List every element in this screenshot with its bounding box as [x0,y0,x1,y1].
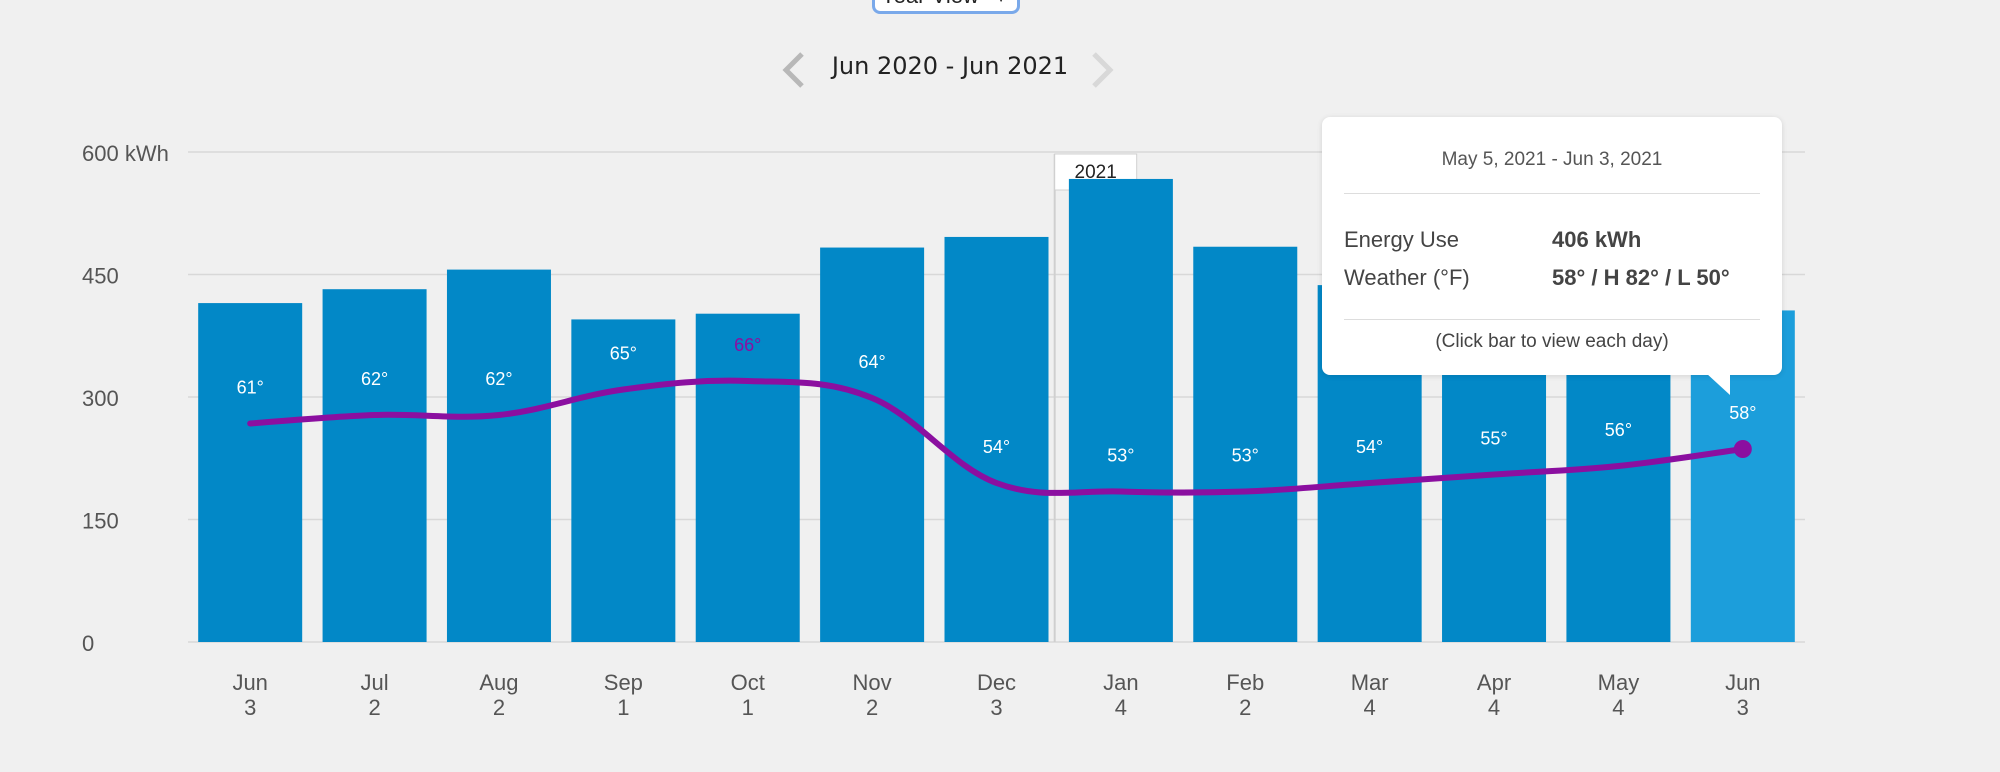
chevron-down-icon: ▼ [995,0,1007,5]
view-select-label: Year View [881,0,979,9]
x-tick-month: May [1598,670,1640,695]
date-range-label: Jun 2020 - Jun 2021 [831,52,1069,80]
x-tick-month: Jul [361,670,389,695]
temperature-label: 64° [858,352,885,372]
x-tick-day: 2 [1239,695,1251,720]
chevron-left-icon[interactable] [778,50,808,95]
bar[interactable] [446,269,551,642]
x-tick-month: Jun [232,670,267,695]
x-tick-day: 2 [866,695,878,720]
bar[interactable] [1068,178,1173,642]
x-tick-month: Sep [604,670,643,695]
x-tick-day: 2 [493,695,505,720]
bar-tooltip: May 5, 2021 - Jun 3, 2021 Energy Use 406… [1322,117,1782,395]
x-tick-day: 4 [1364,695,1376,720]
weather-value: 58° / H 82° / L 50° [1552,265,1730,290]
chevron-right-icon[interactable] [1088,50,1118,95]
y-tick-label: 150 [82,509,119,534]
x-tick-day: 4 [1612,695,1624,720]
x-tick-day: 3 [1737,695,1749,720]
x-tick-day: 3 [990,695,1002,720]
x-tick-month: Dec [977,670,1016,695]
x-tick-month: Apr [1477,670,1511,695]
x-tick-day: 4 [1488,695,1500,720]
x-tick-month: Feb [1226,670,1264,695]
y-tick-label: 450 [82,264,119,289]
bar[interactable] [571,319,676,642]
x-tick-day: 3 [244,695,256,720]
temperature-label: 61° [237,378,264,398]
tooltip-tail [1706,373,1730,395]
bar[interactable] [198,303,303,642]
x-tick-day: 1 [742,695,754,720]
y-tick-label: 300 [82,386,119,411]
x-tick-month: Aug [479,670,518,695]
temperature-line [247,377,1746,496]
temperature-label: 55° [1480,429,1507,449]
energy-use-label: Energy Use [1344,227,1459,252]
bar[interactable] [820,247,925,643]
x-tick-day: 4 [1115,695,1127,720]
temperature-label: 58° [1729,403,1756,423]
temperature-label: 53° [1232,446,1259,466]
bar[interactable] [944,236,1049,642]
temperature-label: 56° [1605,420,1632,440]
tooltip-divider [1344,193,1760,194]
x-tick-month: Mar [1351,670,1389,695]
x-tick-month: Jan [1103,670,1138,695]
x-tick-day: 2 [368,695,380,720]
x-tick-month: Jun [1725,670,1760,695]
temperature-label: 53° [1107,446,1134,466]
year-marker-label: 2021 [1075,162,1117,183]
bar[interactable] [695,313,800,642]
date-range-nav: Jun 2020 - Jun 2021 [0,48,2000,92]
y-tick-label: 0 [82,631,94,656]
temperature-label: 54° [983,437,1010,457]
energy-use-value: 406 kWh [1552,227,1642,252]
tooltip-footer: (Click bar to view each day) [1435,331,1669,352]
tooltip-divider [1344,319,1760,320]
y-tick-label: 600 kWh [82,141,169,166]
weather-label: Weather (°F) [1344,265,1470,290]
temperature-label: 66° [734,335,761,355]
x-tick-month: Oct [731,670,765,695]
x-tick-day: 1 [617,695,629,720]
temperature-label: 54° [1356,437,1383,457]
temperature-label: 62° [361,369,388,389]
temperature-point [1733,440,1752,458]
view-select[interactable]: Year View ▼ [872,0,1020,14]
bar[interactable] [322,289,427,642]
temperature-label: 65° [610,344,637,364]
bar[interactable] [1193,246,1298,642]
tooltip-date-range: May 5, 2021 - Jun 3, 2021 [1441,149,1663,170]
temperature-label: 62° [485,369,512,389]
x-tick-month: Nov [853,670,892,695]
